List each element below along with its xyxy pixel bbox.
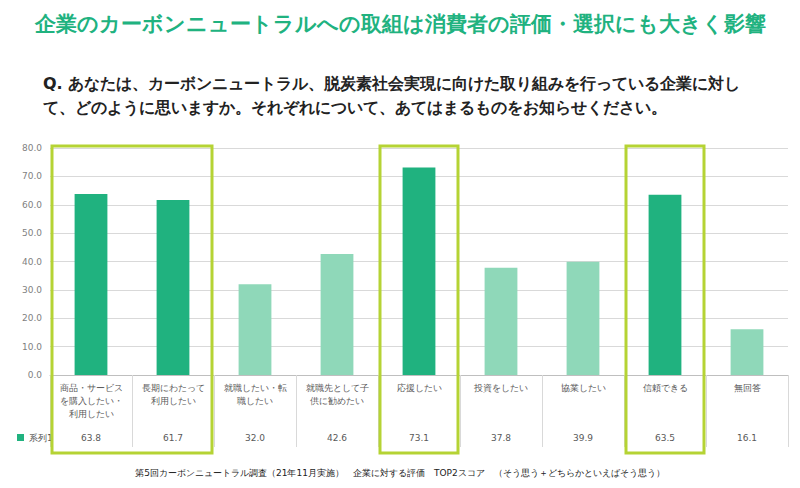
svg-text:30.0: 30.0 [22, 285, 42, 295]
svg-text:職したい: 職したい [237, 396, 273, 406]
svg-text:42.6: 42.6 [327, 433, 347, 443]
svg-text:61.7: 61.7 [163, 433, 183, 443]
svg-text:協業したい: 協業したい [561, 383, 606, 393]
svg-text:て、どのように思いますか。それぞれについて、あてはまるものを: て、どのように思いますか。それぞれについて、あてはまるものをお知らせください。 [43, 98, 667, 117]
svg-text:利用したい: 利用したい [69, 409, 114, 419]
svg-text:就職したい・転: 就職したい・転 [224, 383, 287, 393]
svg-text:80.0: 80.0 [22, 143, 42, 153]
svg-text:39.9: 39.9 [573, 433, 593, 443]
svg-text:0.0: 0.0 [28, 370, 43, 380]
svg-text:63.8: 63.8 [81, 433, 101, 443]
svg-text:第5回カーボンニュートラル調査（21年11月実施） 企業に対: 第5回カーボンニュートラル調査（21年11月実施） 企業に対する評価 TOP2ス… [135, 468, 664, 478]
svg-text:32.0: 32.0 [245, 433, 265, 443]
svg-text:63.5: 63.5 [655, 433, 675, 443]
svg-text:73.1: 73.1 [409, 433, 429, 443]
svg-text:応援したい: 応援したい [397, 383, 442, 393]
svg-text:無回答: 無回答 [734, 383, 761, 393]
svg-text:就職先として子: 就職先として子 [306, 383, 369, 393]
svg-text:10.0: 10.0 [22, 342, 42, 352]
svg-text:企業のカーボンニュートラルへの取組は消費者の評価・選択にも大: 企業のカーボンニュートラルへの取組は消費者の評価・選択にも大きく影響 [34, 12, 766, 36]
svg-text:20.0: 20.0 [22, 313, 42, 323]
svg-text:70.0: 70.0 [22, 171, 42, 181]
svg-text:37.8: 37.8 [491, 433, 511, 443]
svg-text:40.0: 40.0 [22, 257, 42, 267]
svg-text:60.0: 60.0 [22, 200, 42, 210]
svg-text:16.1: 16.1 [737, 433, 757, 443]
svg-text:信頼できる: 信頼できる [643, 383, 688, 393]
svg-text:系列1: 系列1 [29, 433, 53, 443]
svg-text:商品・サービス: 商品・サービス [60, 383, 123, 393]
svg-text:利用したい: 利用したい [151, 396, 196, 406]
svg-text:を購入したい・: を購入したい・ [60, 396, 123, 406]
svg-text:50.0: 50.0 [22, 228, 42, 238]
svg-text:投資をしたい: 投資をしたい [473, 383, 528, 393]
svg-text:Q. あなたは、カーボンニュートラル、脱炭素社会実現に向けた: Q. あなたは、カーボンニュートラル、脱炭素社会実現に向けた取り組みを行っている… [43, 74, 740, 93]
svg-text:長期にわたって: 長期にわたって [142, 383, 205, 393]
svg-text:供に勧めたい: 供に勧めたい [310, 396, 364, 406]
